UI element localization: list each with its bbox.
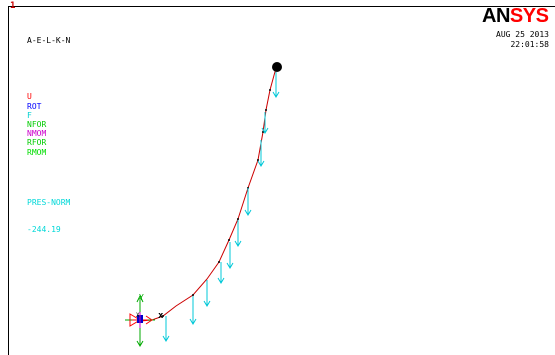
tip-load-symbol	[272, 62, 282, 72]
legend-items: U ROT F NFOR NMOM RFOR RMOM	[27, 92, 70, 156]
origin-triad	[125, 294, 155, 347]
plot-legend: A-E-L-K-N U ROT F NFOR NMOM RFOR RMOM PRES-NOR…	[27, 18, 70, 244]
legend-item-nmom: NMOM	[27, 129, 47, 139]
logo-part-sys: SYS	[509, 5, 549, 27]
pressure-load-arrows	[162, 72, 280, 342]
legend-item-f: F	[27, 110, 32, 120]
window-number: 1	[10, 1, 16, 11]
legend-item-rfor: RFOR	[27, 138, 47, 148]
node-markers	[162, 89, 271, 317]
timestamp-time: 22:01:58	[510, 39, 549, 49]
pressure-value: -244.19	[27, 225, 61, 235]
timestamp: AUG 25 2013 22:01:58	[496, 30, 549, 49]
legend-item-nfor: NFOR	[27, 120, 47, 130]
legend-item-u: U	[27, 92, 32, 102]
legend-item-rmom: RMOM	[27, 147, 47, 157]
beam-element-line	[139, 67, 277, 322]
viewport-left-border	[8, 6, 9, 355]
legend-item-rot: ROT	[27, 101, 42, 111]
origin-x-label: X	[136, 312, 140, 319]
y-axis-label: Y	[139, 293, 144, 302]
legend-title: A-E-L-K-N	[27, 36, 71, 46]
pressure-label: PRES-NORM	[27, 197, 71, 207]
timestamp-date: AUG 25 2013	[496, 30, 549, 39]
support-x-marker: x	[158, 311, 164, 321]
logo-part-an: AN	[482, 5, 510, 27]
viewport-top-border	[8, 6, 555, 7]
ansys-logo: ANSYS	[482, 5, 549, 27]
